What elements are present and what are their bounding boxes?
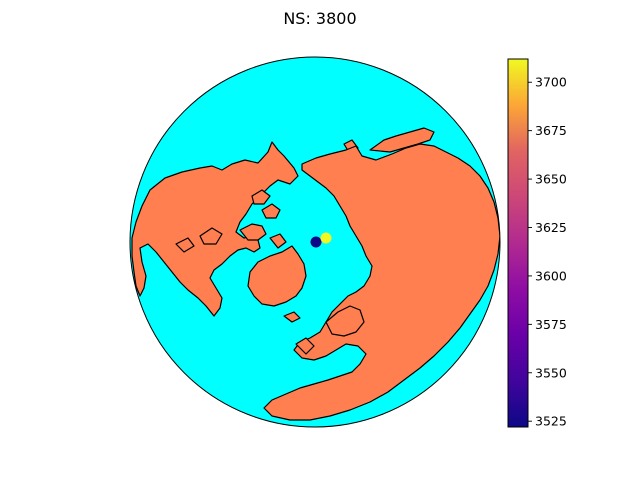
chart-title: NS: 3800: [283, 9, 356, 28]
colorbar-tick-label: 3650: [535, 172, 567, 187]
arctic-island-6: [175, 237, 195, 253]
arctic-island-1: [239, 223, 267, 241]
eurasia-land: [263, 143, 500, 421]
globe-border: [129, 56, 501, 428]
arctic-island-3: [251, 189, 271, 205]
scandinavia-fjord: [325, 305, 365, 337]
colorbar-gradient: [508, 59, 528, 427]
landmasses: [131, 127, 500, 421]
colorbar-tick-label: 3700: [535, 75, 567, 90]
arctic-island-5: [269, 233, 287, 249]
novaya-zemlya-land: [369, 127, 435, 153]
scatter-point-2: [320, 232, 332, 244]
scatter-points: [310, 232, 332, 248]
greenland-land: [247, 245, 307, 307]
british-isles-land: [295, 337, 315, 355]
colorbar-tick-label: 3675: [535, 123, 567, 138]
iceland-land: [283, 311, 301, 323]
colorbar-ticks: 3525 3550 3575 3600 3625 3650 3675 3700: [528, 75, 567, 429]
scatter-point-1: [310, 236, 322, 248]
colorbar-tick-label: 3575: [535, 317, 567, 332]
arctic-island-2: [261, 203, 281, 219]
arctic-island-4: [199, 227, 223, 245]
colorbar-tick-label: 3525: [535, 414, 567, 429]
colorbar-frame: [507, 58, 529, 428]
colorbar: 3525 3550 3575 3600 3625 3650 3675 3700: [507, 58, 567, 429]
north-america-land: [131, 141, 299, 317]
colorbar-tick-label: 3625: [535, 220, 567, 235]
colorbar-tick-label: 3550: [535, 365, 567, 380]
colorbar-tick-label: 3600: [535, 268, 567, 283]
